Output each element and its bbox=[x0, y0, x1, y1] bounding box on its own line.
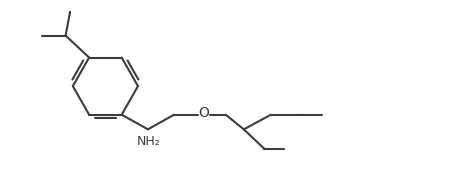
Text: O: O bbox=[198, 106, 209, 120]
Text: NH₂: NH₂ bbox=[137, 135, 161, 148]
